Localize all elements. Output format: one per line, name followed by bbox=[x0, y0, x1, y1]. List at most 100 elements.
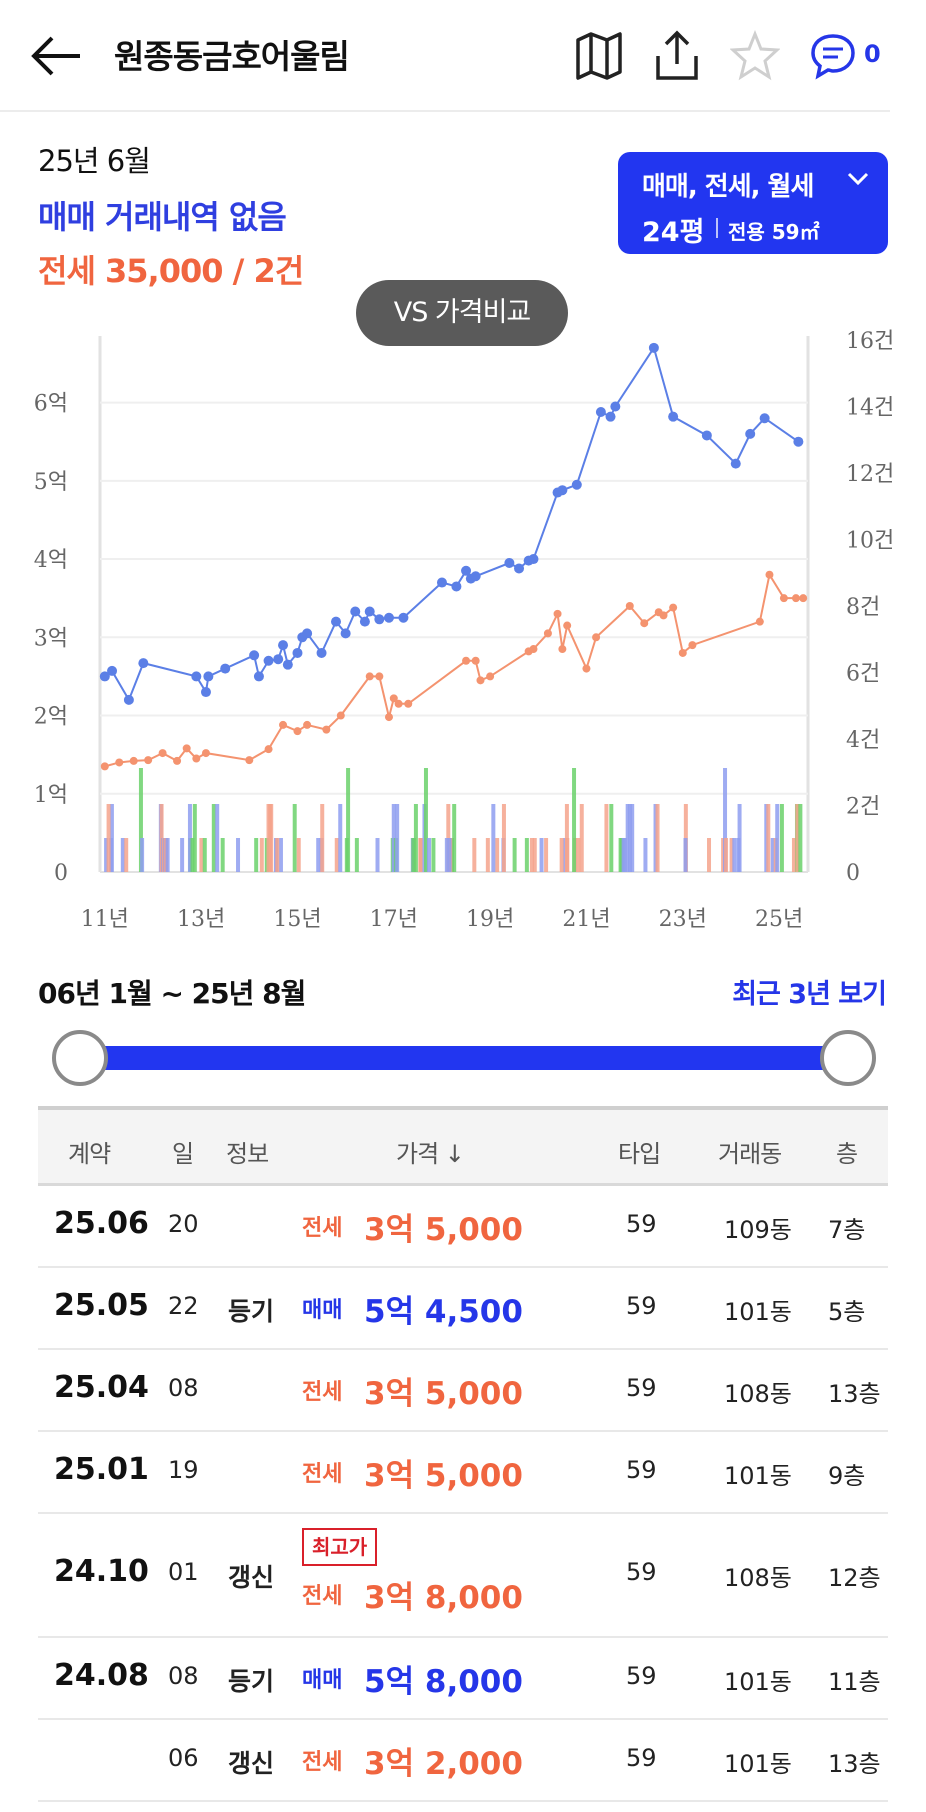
volume-bar bbox=[609, 804, 614, 872]
floor: 7층 bbox=[828, 1216, 866, 1244]
volume-bar bbox=[334, 838, 339, 872]
vs-compare-button[interactable]: VS 가격비교 bbox=[356, 280, 568, 346]
unit-type: 59 bbox=[626, 1374, 657, 1402]
volume-bar bbox=[539, 838, 544, 872]
series-point-1 bbox=[394, 699, 403, 708]
volume-bar bbox=[495, 838, 500, 872]
volume-bar bbox=[565, 838, 570, 872]
contract-date: 25.06 bbox=[54, 1206, 149, 1241]
back-arrow-icon[interactable] bbox=[30, 34, 84, 78]
favorite-star-icon[interactable] bbox=[730, 30, 780, 82]
share-icon[interactable] bbox=[652, 30, 702, 82]
series-point-1 bbox=[471, 656, 480, 665]
table-row[interactable]: 25.04 08 59 108동 13층 전세 3억 5,000 bbox=[38, 1350, 888, 1432]
volume-bar bbox=[192, 804, 197, 872]
volume-bar bbox=[707, 838, 712, 872]
volume-bar bbox=[512, 838, 517, 872]
series-point-0 bbox=[282, 659, 293, 670]
price-chart: 0 1억 2억 3억 4억 5억 6억 0 2건 4건 6건 8건 10건 12건 14건 16건 11년 13년… bbox=[34, 329, 894, 932]
deal-price: 3억 2,000 bbox=[364, 1746, 523, 1782]
y-left-tick-label: 2억 bbox=[34, 705, 68, 730]
building-dong: 101동 bbox=[724, 1462, 792, 1490]
map-icon[interactable] bbox=[574, 30, 624, 82]
table-row[interactable]: 25.06 20 59 109동 7층 전세 3억 5,000 bbox=[38, 1186, 888, 1268]
volume-bar bbox=[346, 768, 351, 872]
series-point-1 bbox=[486, 672, 495, 681]
volume-bar bbox=[165, 838, 170, 872]
series-point-0 bbox=[461, 565, 472, 576]
series-point-1 bbox=[659, 611, 668, 620]
table-row[interactable]: 24.10 01 갱신 59 108동 12층 전세 3억 8,000 최고가 bbox=[38, 1514, 888, 1638]
col-area[interactable]: 타입 bbox=[618, 1140, 661, 1168]
contract-date: 24.10 bbox=[54, 1554, 149, 1589]
series-point-1 bbox=[476, 676, 485, 685]
deal-type: 매매 bbox=[302, 1298, 343, 1323]
series-point-0 bbox=[249, 650, 260, 661]
series-point-1 bbox=[303, 720, 312, 729]
series-point-1 bbox=[462, 656, 471, 665]
deal-type-filter[interactable]: 매매, 전세, 월세 24평 전용 59㎡ bbox=[618, 152, 888, 254]
col-dong[interactable]: 거래동 bbox=[718, 1140, 782, 1168]
volume-bar bbox=[106, 804, 111, 872]
range-slider-track[interactable] bbox=[80, 1046, 850, 1070]
series-point-0 bbox=[504, 557, 515, 568]
y-left-tick-label: 1억 bbox=[34, 783, 68, 808]
series-point-0 bbox=[220, 663, 231, 674]
deal-type: 전세 bbox=[302, 1216, 343, 1241]
series-point-1 bbox=[799, 594, 808, 603]
filter-area-label: 전용 59㎡ bbox=[728, 220, 820, 244]
col-floor[interactable]: 층 bbox=[836, 1140, 858, 1168]
series-point-1 bbox=[173, 756, 182, 765]
table-row[interactable]: 25.01 19 59 101동 9층 전세 3억 5,000 bbox=[38, 1432, 888, 1514]
table-row[interactable]: 24.08 08 등기 59 101동 11층 매매 5억 8,000 bbox=[38, 1638, 888, 1720]
series-point-0 bbox=[668, 411, 679, 422]
series-point-0 bbox=[316, 647, 327, 658]
series-point-1 bbox=[640, 619, 649, 628]
range-slider-start-handle[interactable] bbox=[52, 1030, 108, 1086]
series-point-0 bbox=[470, 571, 481, 582]
volume-bar bbox=[278, 838, 283, 872]
x-tick-label: 13년 bbox=[177, 907, 225, 932]
building-dong: 101동 bbox=[724, 1298, 792, 1326]
deal-price: 5억 4,500 bbox=[364, 1294, 523, 1330]
series-point-0 bbox=[99, 671, 110, 682]
range-slider-end-handle[interactable] bbox=[820, 1030, 876, 1086]
volume-bar bbox=[180, 838, 185, 872]
volume-bar bbox=[544, 838, 549, 872]
table-row[interactable]: 25.05 22 등기 59 101동 5층 매매 5억 4,500 bbox=[38, 1268, 888, 1350]
col-day[interactable]: 일 bbox=[172, 1140, 194, 1168]
floor: 12층 bbox=[828, 1564, 881, 1592]
series-point-0 bbox=[451, 581, 462, 592]
deal-price: 3억 5,000 bbox=[364, 1458, 523, 1494]
volume-bar bbox=[275, 838, 280, 872]
series-point-0 bbox=[383, 612, 394, 623]
volume-bar bbox=[444, 838, 449, 872]
volume-bar bbox=[532, 838, 537, 872]
volume-bar bbox=[766, 804, 771, 872]
y-right-tick-label: 0 bbox=[846, 861, 860, 886]
chat-icon[interactable] bbox=[808, 30, 858, 82]
col-price[interactable]: 가격 ↓ bbox=[396, 1140, 465, 1168]
volume-bar bbox=[138, 768, 143, 872]
contract-date: 25.05 bbox=[54, 1288, 149, 1323]
series-point-1 bbox=[129, 756, 138, 765]
highest-price-badge: 최고가 bbox=[302, 1528, 378, 1566]
unit-type: 59 bbox=[626, 1744, 657, 1772]
series-point-1 bbox=[100, 762, 109, 771]
col-info[interactable]: 정보 bbox=[226, 1140, 269, 1168]
recent-3-years-button[interactable]: 최근 3년 보기 bbox=[732, 979, 887, 1010]
volume-bar bbox=[413, 804, 418, 872]
series-point-0 bbox=[278, 640, 289, 651]
y-right-tick-label: 6건 bbox=[846, 662, 880, 687]
chat-count: 0 bbox=[864, 40, 881, 68]
series-line-1 bbox=[104, 572, 804, 768]
series-point-1 bbox=[158, 749, 167, 758]
volume-bar bbox=[426, 838, 431, 872]
volume-bar bbox=[375, 838, 380, 872]
volume-bar bbox=[683, 838, 688, 872]
volume-bar bbox=[729, 838, 734, 872]
col-contract[interactable]: 계약 bbox=[68, 1140, 111, 1168]
table-row[interactable]: 06 갱신 59 101동 13층 전세 3억 2,000 bbox=[38, 1720, 888, 1802]
series-point-1 bbox=[755, 617, 764, 626]
y-left-tick-label: 6억 bbox=[34, 392, 68, 417]
